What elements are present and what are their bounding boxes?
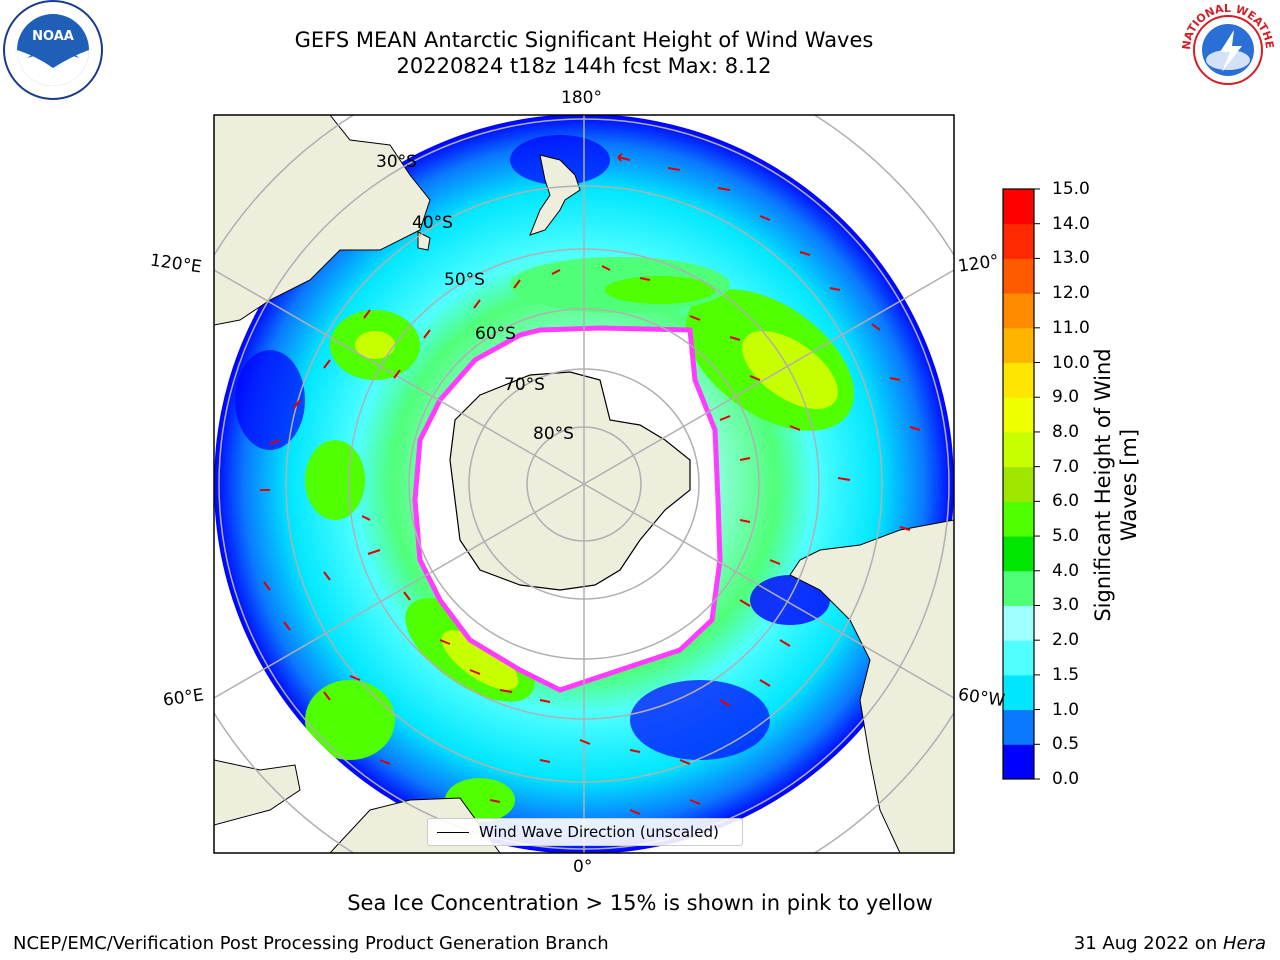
colorbar-segment <box>1003 362 1034 398</box>
colorbar-segment <box>1003 501 1034 537</box>
footer-host: Hera <box>1222 933 1266 954</box>
colorbar-tick-label: 10.0 <box>1052 352 1090 373</box>
map-subtitle: 20220824 t18z 144h fcst Max: 8.12 <box>396 54 772 78</box>
colorbar-segment <box>1003 570 1034 606</box>
colorbar-tick-label: 1.5 <box>1052 664 1080 685</box>
colorbar-segment <box>1003 744 1034 780</box>
lat-label-40s: 40°S <box>412 213 453 233</box>
colorbar-segment <box>1003 466 1034 502</box>
colorbar-tick-label: 12.0 <box>1052 283 1090 304</box>
colorbar-tick-label: 0.0 <box>1052 769 1080 789</box>
new-zealand <box>529 154 581 236</box>
colorbar-segment <box>1003 709 1034 745</box>
wind-wave-arrows <box>260 153 921 815</box>
colorbar-segment <box>1003 431 1034 468</box>
colorbar-segment <box>1003 327 1034 364</box>
noaa-logo: NOAA <box>3 0 103 100</box>
south-america <box>789 519 954 853</box>
lat-label-70s: 70°S <box>504 375 545 395</box>
madagascar <box>214 759 301 826</box>
lat-label-30s: 30°S <box>376 152 417 172</box>
colorbar-tick-label: 11.0 <box>1052 317 1090 338</box>
colorbar-segment <box>1003 258 1034 294</box>
lat-label-50s: 50°S <box>444 270 485 290</box>
footer-date: 31 Aug 2022 on Hera <box>1074 933 1266 954</box>
australia <box>214 115 431 326</box>
colorbar-tick-label: 9.0 <box>1052 387 1080 408</box>
lon-label-0: 0° <box>573 857 593 877</box>
colorbar-tick-label: 1.0 <box>1052 699 1080 720</box>
map-title: GEFS MEAN Antarctic Significant Height o… <box>294 28 874 52</box>
colorbar-segment <box>1003 536 1034 572</box>
wave-field-patches <box>235 135 854 822</box>
colorbar-segment <box>1003 674 1034 711</box>
colorbar-tick-label: 7.0 <box>1052 456 1080 477</box>
colorbar-segment <box>1003 223 1034 259</box>
colorbar-segment <box>1003 189 1034 225</box>
colorbar-tick-label: 4.0 <box>1052 560 1080 581</box>
colorbar-tick-label: 5.0 <box>1052 526 1080 547</box>
colorbar <box>1003 188 1040 780</box>
colorbar-segment <box>1003 293 1034 329</box>
lat-label-80s: 80°S <box>533 424 574 444</box>
colorbar-label: Significant Height of Wind Waves [m] <box>1091 348 1141 622</box>
colorbar-segment <box>1003 640 1034 676</box>
noaa-logo-text: NOAA <box>32 29 74 44</box>
antarctica <box>449 371 691 591</box>
colorbar-tick-label: 6.0 <box>1052 491 1080 512</box>
legend-line-swatch <box>437 832 469 833</box>
meridian-lines <box>214 115 954 853</box>
map-frame <box>213 114 955 854</box>
footer-date-text: 31 Aug 2022 on <box>1073 933 1223 954</box>
colorbar-tick-label: 2.0 <box>1052 630 1080 651</box>
colorbar-tick-label: 15.0 <box>1052 179 1090 199</box>
colorbar-tick-label: 13.0 <box>1052 248 1090 269</box>
colorbar-tick-label: 14.0 <box>1052 213 1090 234</box>
lon-label-180: 180° <box>561 88 602 108</box>
footer-credit: NCEP/EMC/Verification Post Processing Pr… <box>13 933 609 954</box>
tasmania <box>417 231 431 251</box>
colorbar-tick-label: 3.0 <box>1052 595 1080 616</box>
map-legend: Wind Wave Direction (unscaled) <box>427 818 743 846</box>
lat-label-60s: 60°S <box>475 324 516 344</box>
colorbar-tick-label: 8.0 <box>1052 421 1080 442</box>
legend-label: Wind Wave Direction (unscaled) <box>479 823 719 841</box>
colorbar-tick-label: 0.5 <box>1052 734 1080 755</box>
colorbar-segment <box>1003 605 1034 641</box>
nws-logo: NATIONAL WEATHER SERVICE <box>1180 0 1276 96</box>
colorbar-segment <box>1003 397 1034 433</box>
sea-ice-note: Sea Ice Concentration > 15% is shown in … <box>347 891 933 915</box>
colorbar-frame <box>1002 188 1035 780</box>
